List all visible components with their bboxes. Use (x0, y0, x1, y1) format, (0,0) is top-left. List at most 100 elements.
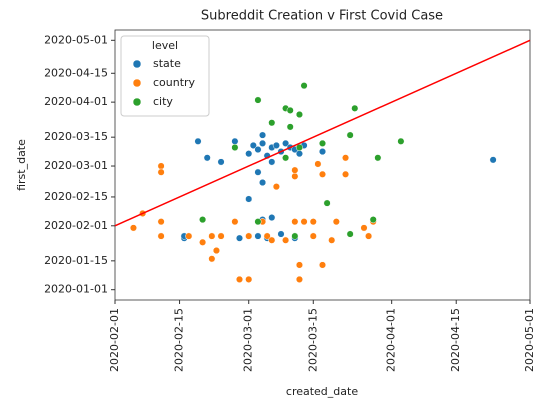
y-tick-label: 2020-02-15 (44, 190, 108, 203)
point (318, 170, 327, 178)
point (194, 137, 202, 145)
point (217, 232, 225, 240)
point (314, 160, 322, 168)
x-tick-label: 2020-03-15 (306, 308, 319, 372)
point (199, 238, 207, 246)
identity-line (114, 39, 531, 227)
point (268, 214, 276, 222)
legend-label: state (153, 57, 181, 70)
legend-label: country (153, 76, 196, 89)
point (286, 123, 294, 131)
y-axis-label: first_date (15, 139, 28, 191)
legend-marker (132, 97, 142, 107)
legend-marker (132, 59, 142, 69)
point (295, 275, 303, 283)
point (300, 218, 308, 226)
point (245, 150, 253, 158)
point (212, 246, 220, 255)
point (245, 275, 253, 283)
point (346, 230, 354, 238)
point (282, 236, 290, 244)
point (300, 82, 308, 90)
point (318, 139, 327, 147)
point (235, 234, 244, 242)
point (231, 137, 239, 145)
point (272, 183, 280, 191)
point (199, 216, 207, 224)
point (254, 232, 262, 240)
point (346, 131, 354, 139)
y-tick-label: 2020-01-15 (44, 254, 108, 267)
point (272, 141, 280, 149)
point (129, 224, 137, 232)
point (208, 255, 216, 263)
point (318, 148, 327, 156)
x-tick-label: 2020-05-01 (523, 308, 536, 372)
point (309, 218, 317, 226)
chart-title: Subreddit Creation v First Covid Case (201, 9, 443, 24)
point (268, 158, 276, 166)
y-tick-label: 2020-04-15 (44, 66, 108, 79)
x-tick-label: 2020-04-01 (385, 308, 398, 372)
plot-frame (114, 29, 531, 301)
point (185, 232, 193, 240)
legend: level state country city (120, 35, 210, 117)
point (268, 236, 276, 244)
y-tick-label: 2020-05-01 (44, 33, 108, 46)
point (249, 141, 257, 149)
point (263, 232, 271, 240)
y-tick-label: 2020-04-01 (44, 95, 108, 108)
point (295, 150, 303, 158)
point (277, 230, 285, 238)
x-tick-label: 2020-02-01 (108, 308, 121, 372)
x-tick-label: 2020-04-15 (449, 308, 462, 372)
point (286, 106, 294, 114)
point (217, 158, 225, 166)
point (342, 154, 350, 162)
point (328, 236, 336, 244)
legend-label: city (153, 95, 173, 108)
point (254, 145, 262, 154)
point (203, 154, 211, 162)
legend-title: level (152, 39, 178, 52)
point (157, 218, 165, 226)
point (295, 143, 303, 152)
point (291, 166, 299, 174)
point (342, 170, 350, 178)
y-tick-label: 2020-03-01 (44, 159, 108, 172)
point (309, 232, 317, 240)
point (369, 216, 377, 224)
point (245, 232, 253, 240)
y-tick-label: 2020-02-01 (44, 219, 108, 232)
x-axis-label: created_date (286, 385, 358, 398)
x-tick-label: 2020-03-01 (242, 308, 255, 372)
point (295, 110, 303, 119)
x-tick-label: 2020-02-15 (173, 308, 186, 372)
point (351, 104, 359, 112)
point (291, 232, 299, 240)
point (259, 131, 267, 139)
point (231, 143, 239, 152)
point (489, 156, 497, 164)
point (157, 168, 165, 176)
point (397, 137, 405, 145)
legend-box (120, 35, 210, 117)
point (332, 218, 340, 226)
point (208, 232, 216, 240)
point (318, 261, 327, 269)
point (268, 119, 276, 127)
point (323, 199, 331, 207)
point (157, 162, 165, 170)
y-tick-label: 2020-01-01 (44, 283, 108, 296)
point (295, 261, 303, 269)
point (254, 96, 262, 104)
point (259, 178, 267, 187)
point (282, 154, 290, 162)
point (157, 232, 165, 240)
point (245, 195, 253, 203)
point (291, 172, 299, 180)
point (254, 218, 262, 226)
point (374, 154, 382, 162)
legend-marker (132, 78, 142, 88)
